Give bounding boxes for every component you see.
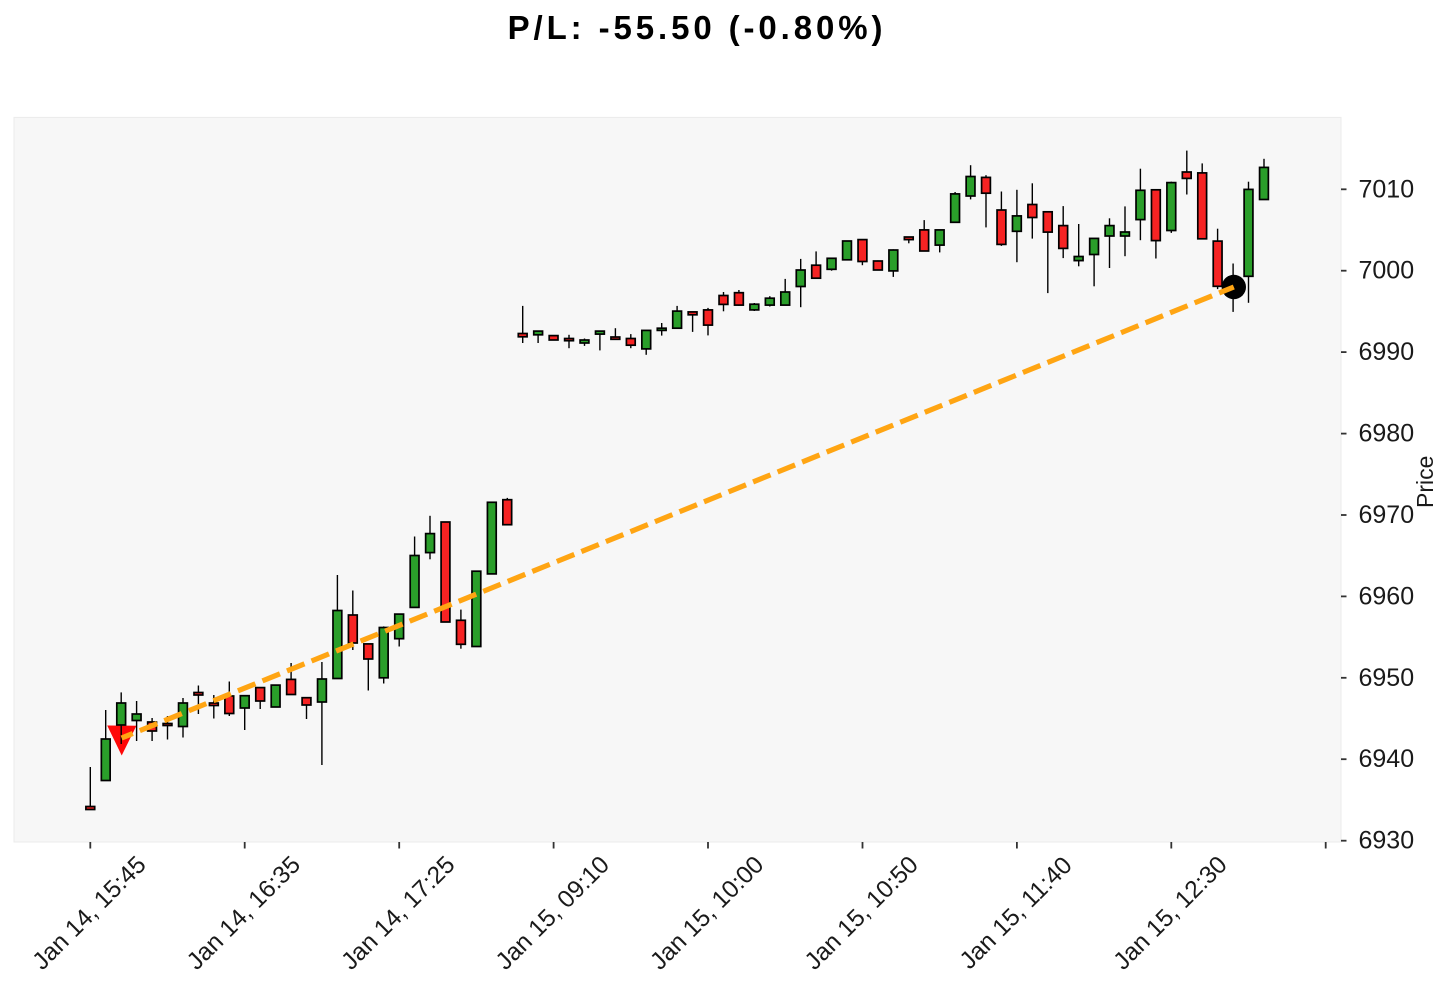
svg-text:6950: 6950 — [1359, 664, 1415, 692]
svg-text:6990: 6990 — [1359, 338, 1415, 366]
svg-text:6980: 6980 — [1359, 420, 1415, 448]
svg-text:6930: 6930 — [1359, 827, 1415, 855]
svg-text:6940: 6940 — [1359, 745, 1415, 773]
svg-text:6970: 6970 — [1359, 501, 1415, 529]
svg-text:Price: Price — [1412, 456, 1438, 508]
svg-text:6960: 6960 — [1359, 582, 1415, 610]
svg-text:P/L: -55.50 (-0.80%): P/L: -55.50 (-0.80%) — [508, 9, 887, 46]
svg-text:7000: 7000 — [1359, 257, 1415, 285]
svg-text:7010: 7010 — [1359, 175, 1415, 203]
